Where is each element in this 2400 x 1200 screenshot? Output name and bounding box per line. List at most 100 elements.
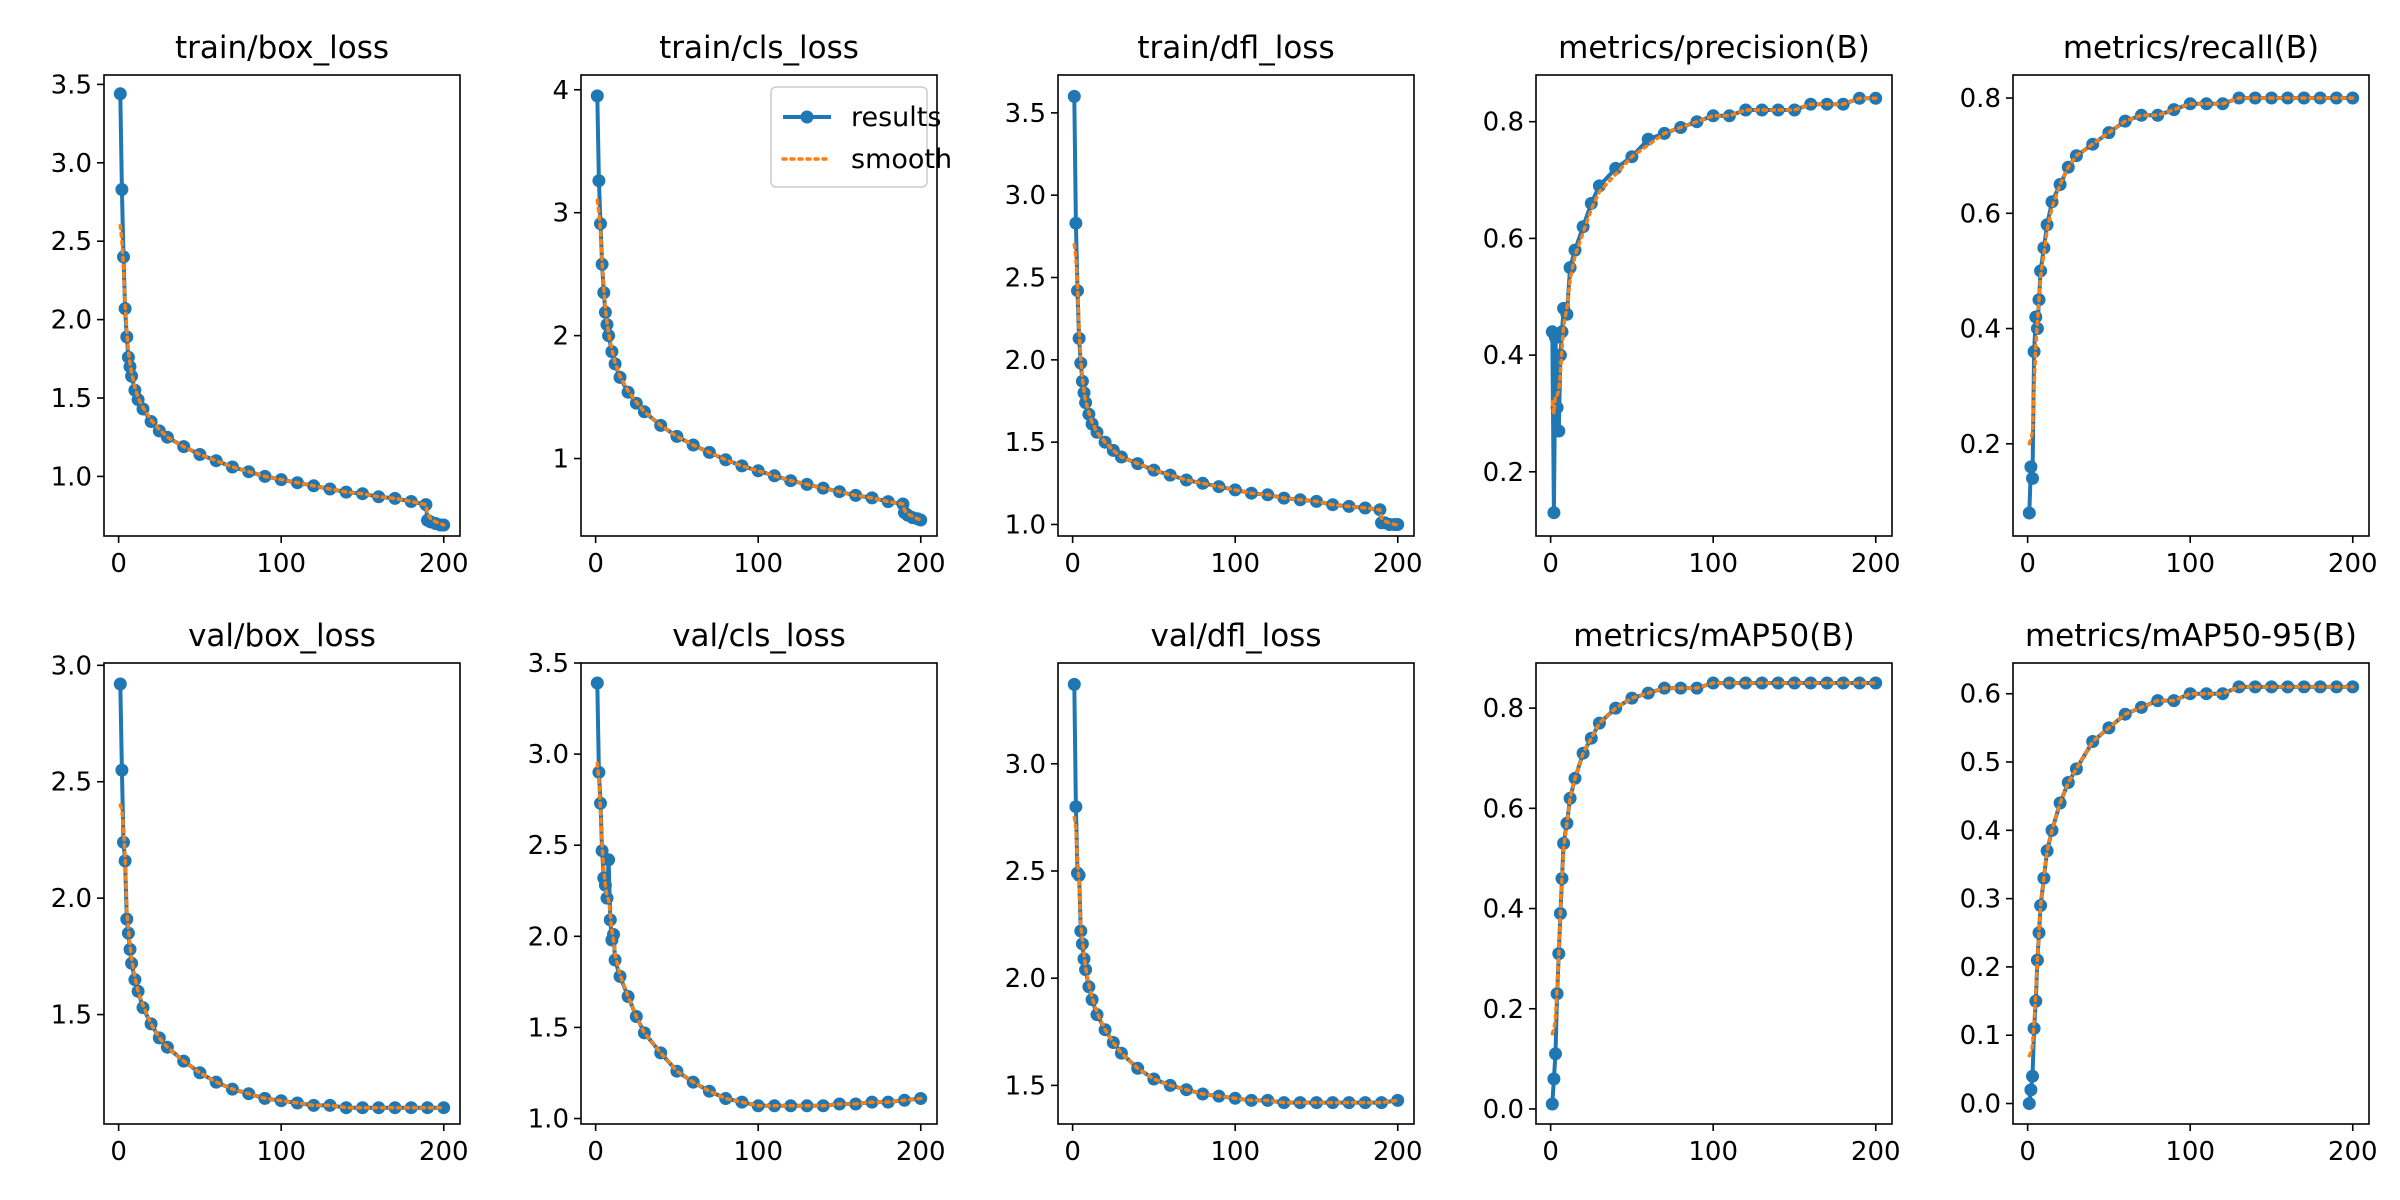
subplot-4: metrics/recall(B) 0 100 200 0.2 0.4 0.6 0.8 bbox=[1960, 30, 2378, 579]
data-point bbox=[2040, 844, 2054, 858]
plot-frame bbox=[580, 74, 938, 537]
y-tick-label: 0.2 bbox=[1483, 458, 1524, 488]
x-tick-label: 100 bbox=[1688, 549, 1738, 579]
data-point bbox=[388, 1101, 402, 1115]
data-point bbox=[1071, 284, 1084, 298]
y-tick-label: 2.5 bbox=[528, 831, 569, 861]
y-tick-label: 2.0 bbox=[51, 884, 92, 914]
subplot-title: train/dfl_loss bbox=[1137, 30, 1334, 66]
data-point bbox=[404, 495, 418, 508]
data-point bbox=[702, 1084, 716, 1098]
subplot-0: train/box_loss 0 100 200 1.0 1.5 2.0 2.5 3.0 3.5 bbox=[51, 30, 469, 579]
legend-results-marker bbox=[800, 110, 814, 124]
subplot-title: metrics/precision(B) bbox=[1558, 30, 1870, 66]
x-tick-label: 0 bbox=[110, 1137, 127, 1167]
x-tick-label: 100 bbox=[256, 549, 306, 579]
subplot-1: train/cls_loss 0 100 200 1 2 3 4 results smooth bbox=[552, 30, 952, 579]
series-line-results bbox=[2027, 684, 2353, 1104]
data-point bbox=[2151, 108, 2165, 122]
data-point bbox=[1549, 1047, 1562, 1061]
x-tick-label: 200 bbox=[2328, 1137, 2378, 1167]
data-point bbox=[1609, 161, 1623, 175]
data-point bbox=[1391, 1093, 1405, 1107]
y-tick-label: 1.5 bbox=[1005, 1071, 1046, 1101]
x-tick-label: 200 bbox=[896, 549, 946, 579]
series-line-smooth bbox=[118, 803, 446, 1110]
legend: results smooth bbox=[770, 86, 952, 188]
x-tick-label: 100 bbox=[733, 1137, 783, 1167]
plot-frame bbox=[1535, 662, 1893, 1125]
x-tick-label: 100 bbox=[1210, 1137, 1260, 1167]
data-point bbox=[2199, 687, 2213, 701]
data-point bbox=[2022, 506, 2036, 520]
data-point bbox=[2022, 1097, 2036, 1110]
data-point bbox=[1547, 1072, 1561, 1086]
y-tick-label: 3.0 bbox=[1005, 750, 1046, 780]
y-tick-label: 0.6 bbox=[1483, 794, 1524, 824]
y-tick-label: 0.0 bbox=[1483, 1095, 1524, 1125]
data-point bbox=[1592, 179, 1606, 193]
y-tick-label: 0.4 bbox=[1960, 816, 2001, 846]
legend-label-results: results bbox=[851, 102, 941, 133]
y-tick-label: 0.5 bbox=[1960, 748, 2001, 778]
plot-frame bbox=[103, 662, 461, 1125]
subplot-7: val/dfl_loss 0 100 200 1.5 2.0 2.5 3.0 bbox=[1005, 618, 1423, 1167]
data-point bbox=[2024, 460, 2038, 474]
y-tick-label: 2 bbox=[552, 322, 569, 352]
y-tick-label: 3.0 bbox=[51, 149, 92, 179]
data-point bbox=[1706, 109, 1720, 123]
data-point bbox=[1077, 952, 1091, 966]
data-point bbox=[1163, 468, 1177, 482]
subplot-title: metrics/mAP50-95(B) bbox=[2025, 618, 2357, 654]
data-point bbox=[1072, 331, 1086, 345]
y-tick-label: 0.4 bbox=[1483, 895, 1524, 925]
y-tick-label: 2.5 bbox=[1005, 857, 1046, 887]
subplot-5: val/box_loss 0 100 200 1.5 2.0 2.5 3.0 bbox=[51, 618, 469, 1167]
plot-frame bbox=[2012, 74, 2370, 537]
y-tick-label: 3.5 bbox=[1005, 99, 1046, 129]
x-tick-label: 0 bbox=[587, 1137, 604, 1167]
plot-frame bbox=[1535, 74, 1893, 537]
series-line-smooth bbox=[2027, 685, 2355, 1058]
y-tick-label: 1.0 bbox=[1005, 510, 1046, 540]
subplot-6: val/cls_loss 0 100 200 1.0 1.5 2.0 2.5 3.0 3.5 bbox=[528, 618, 946, 1167]
y-tick-label: 3 bbox=[552, 199, 569, 229]
series-line-smooth bbox=[118, 223, 446, 527]
data-point bbox=[115, 183, 129, 196]
y-tick-label: 3.5 bbox=[51, 70, 92, 100]
series-line-smooth bbox=[1072, 242, 1400, 527]
data-point bbox=[1179, 473, 1193, 487]
data-point bbox=[1568, 243, 1582, 257]
x-tick-label: 0 bbox=[587, 549, 604, 579]
x-tick-label: 200 bbox=[1373, 549, 1423, 579]
x-tick-label: 100 bbox=[733, 549, 783, 579]
x-tick-label: 0 bbox=[1064, 549, 1081, 579]
y-tick-label: 1 bbox=[552, 445, 569, 475]
data-point bbox=[117, 835, 130, 849]
y-tick-label: 0.3 bbox=[1960, 885, 2001, 915]
series-line-smooth bbox=[1550, 96, 1878, 414]
data-point bbox=[339, 1101, 353, 1115]
y-tick-label: 3.0 bbox=[528, 740, 569, 770]
data-point bbox=[115, 763, 129, 777]
subplot-3: metrics/precision(B) 0 100 200 0.2 0.4 0.6 0.8 bbox=[1483, 30, 1901, 579]
x-tick-label: 200 bbox=[419, 1137, 469, 1167]
y-tick-label: 3.5 bbox=[528, 649, 569, 679]
y-tick-label: 1.5 bbox=[51, 384, 92, 414]
series-line-smooth bbox=[595, 761, 923, 1108]
subplot-title: val/box_loss bbox=[188, 618, 376, 654]
plot-frame bbox=[2012, 662, 2370, 1125]
data-point bbox=[209, 454, 223, 468]
data-point bbox=[1869, 676, 1883, 690]
y-tick-label: 0.4 bbox=[1483, 341, 1524, 371]
y-tick-label: 2.0 bbox=[51, 306, 92, 336]
data-point bbox=[1069, 216, 1083, 230]
series-line-results bbox=[1072, 684, 1398, 1105]
y-tick-label: 0.6 bbox=[1960, 680, 2001, 710]
y-tick-label: 0.4 bbox=[1960, 315, 2001, 345]
series-line-results bbox=[1550, 96, 1876, 515]
x-tick-label: 0 bbox=[1542, 1137, 1559, 1167]
data-point bbox=[372, 1101, 386, 1115]
x-tick-label: 100 bbox=[2165, 1137, 2215, 1167]
y-tick-label: 2.5 bbox=[51, 227, 92, 257]
